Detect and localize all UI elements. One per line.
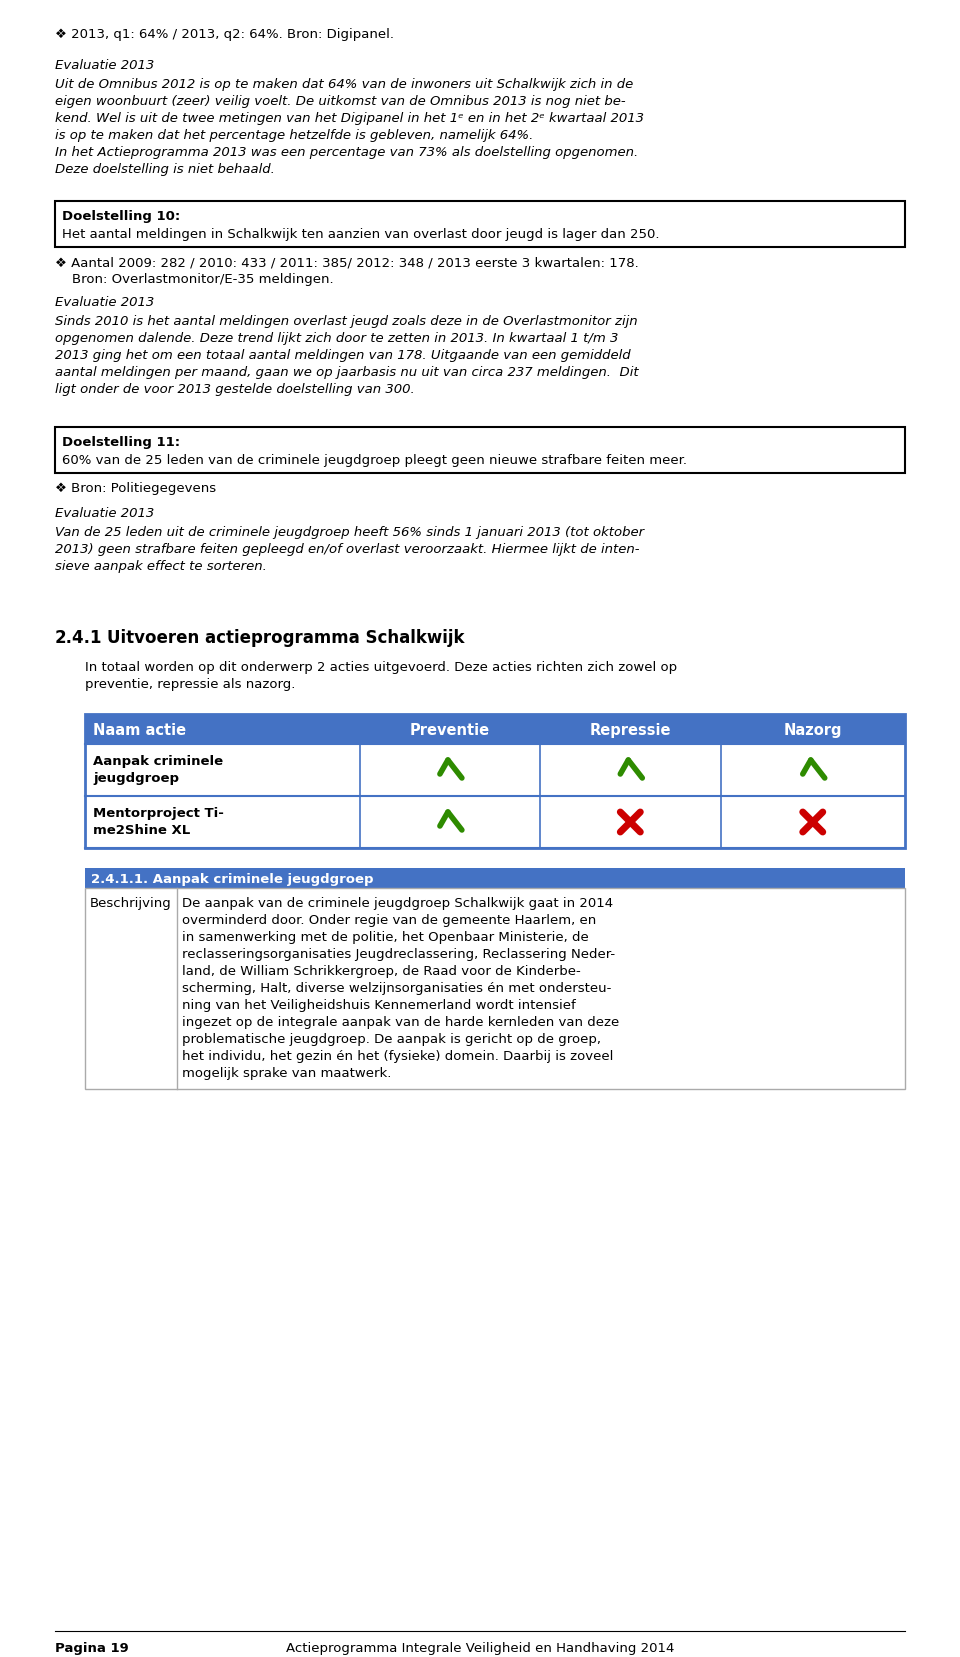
Text: eigen woonbuurt (zeer) veilig voelt. De uitkomst van de Omnibus 2013 is nog niet: eigen woonbuurt (zeer) veilig voelt. De … — [55, 94, 626, 108]
Text: De aanpak van de criminele jeugdgroep Schalkwijk gaat in 2014: De aanpak van de criminele jeugdgroep Sc… — [182, 896, 613, 910]
Bar — [85, 797, 905, 848]
Text: Aanpak criminele: Aanpak criminele — [93, 754, 223, 767]
Text: land, de William Schrikkergroep, de Raad voor de Kinderbe-: land, de William Schrikkergroep, de Raad… — [182, 964, 581, 978]
Text: Nazorg: Nazorg — [783, 722, 842, 737]
Text: overminderd door. Onder regie van de gemeente Haarlem, en: overminderd door. Onder regie van de gem… — [182, 913, 596, 926]
Text: Evaluatie 2013: Evaluatie 2013 — [55, 297, 155, 308]
Text: mogelijk sprake van maatwerk.: mogelijk sprake van maatwerk. — [182, 1067, 392, 1079]
Text: is op te maken dat het percentage hetzelfde is gebleven, namelijk 64%.: is op te maken dat het percentage hetzel… — [55, 129, 534, 143]
Text: ligt onder de voor 2013 gestelde doelstelling van 300.: ligt onder de voor 2013 gestelde doelste… — [55, 383, 415, 396]
Bar — [85, 744, 905, 797]
Text: Bron: Overlastmonitor/E-35 meldingen.: Bron: Overlastmonitor/E-35 meldingen. — [55, 273, 334, 285]
Bar — [85, 888, 905, 1089]
Text: Doelstelling 10:: Doelstelling 10: — [62, 210, 180, 222]
Text: 60% van de 25 leden van de criminele jeugdgroep pleegt geen nieuwe strafbare fei: 60% van de 25 leden van de criminele jeu… — [62, 454, 687, 467]
Text: Uit de Omnibus 2012 is op te maken dat 64% van de inwoners uit Schalkwijk zich i: Uit de Omnibus 2012 is op te maken dat 6… — [55, 78, 634, 91]
Text: in samenwerking met de politie, het Openbaar Ministerie, de: in samenwerking met de politie, het Open… — [182, 931, 588, 943]
Text: 2.4.1.1. Aanpak criminele jeugdgroep: 2.4.1.1. Aanpak criminele jeugdgroep — [91, 873, 373, 885]
Text: het individu, het gezin én het (fysieke) domein. Daarbij is zoveel: het individu, het gezin én het (fysieke)… — [182, 1049, 613, 1062]
Text: ❖ 2013, q1: 64% / 2013, q2: 64%. Bron: Digipanel.: ❖ 2013, q1: 64% / 2013, q2: 64%. Bron: D… — [55, 28, 394, 41]
Text: Evaluatie 2013: Evaluatie 2013 — [55, 60, 155, 71]
Text: 2013) geen strafbare feiten gepleegd en/of overlast veroorzaakt. Hiermee lijkt d: 2013) geen strafbare feiten gepleegd en/… — [55, 543, 639, 555]
Text: jeugdgroep: jeugdgroep — [93, 772, 179, 784]
Bar — [85, 868, 905, 888]
Text: Mentorproject Ti-: Mentorproject Ti- — [93, 807, 224, 820]
Text: Pagina 19: Pagina 19 — [55, 1640, 129, 1654]
Text: ning van het Veiligheidshuis Kennemerland wordt intensief: ning van het Veiligheidshuis Kennemerlan… — [182, 999, 576, 1011]
Text: In het Actieprogramma 2013 was een percentage van 73% als doelstelling opgenomen: In het Actieprogramma 2013 was een perce… — [55, 146, 638, 159]
Bar — [55, 428, 905, 474]
Text: aantal meldingen per maand, gaan we op jaarbasis nu uit van circa 237 meldingen.: aantal meldingen per maand, gaan we op j… — [55, 366, 638, 379]
Text: kend. Wel is uit de twee metingen van het Digipanel in het 1ᵉ en in het 2ᵉ kwart: kend. Wel is uit de twee metingen van he… — [55, 113, 644, 124]
Text: Naam actie: Naam actie — [93, 722, 186, 737]
Text: ❖ Bron: Politiegegevens: ❖ Bron: Politiegegevens — [55, 482, 216, 495]
Text: Beschrijving: Beschrijving — [90, 896, 172, 910]
Text: ❖ Aantal 2009: 282 / 2010: 433 / 2011: 385/ 2012: 348 / 2013 eerste 3 kwartalen:: ❖ Aantal 2009: 282 / 2010: 433 / 2011: 3… — [55, 255, 638, 268]
Text: problematische jeugdgroep. De aanpak is gericht op de groep,: problematische jeugdgroep. De aanpak is … — [182, 1032, 601, 1046]
Text: Deze doelstelling is niet behaald.: Deze doelstelling is niet behaald. — [55, 162, 275, 176]
Text: scherming, Halt, diverse welzijnsorganisaties én met ondersteu-: scherming, Halt, diverse welzijnsorganis… — [182, 981, 612, 994]
Text: Van de 25 leden uit de criminele jeugdgroep heeft 56% sinds 1 januari 2013 (tot : Van de 25 leden uit de criminele jeugdgr… — [55, 525, 644, 539]
Bar — [85, 714, 905, 744]
Text: In totaal worden op dit onderwerp 2 acties uitgevoerd. Deze acties richten zich : In totaal worden op dit onderwerp 2 acti… — [85, 661, 677, 674]
Text: Actieprogramma Integrale Veiligheid en Handhaving 2014: Actieprogramma Integrale Veiligheid en H… — [286, 1640, 674, 1654]
Text: me2Shine XL: me2Shine XL — [93, 824, 190, 837]
Text: Sinds 2010 is het aantal meldingen overlast jeugd zoals deze in de Overlastmonit: Sinds 2010 is het aantal meldingen overl… — [55, 315, 637, 328]
Text: 2.4.1: 2.4.1 — [55, 628, 103, 646]
Text: opgenomen dalende. Deze trend lijkt zich door te zetten in 2013. In kwartaal 1 t: opgenomen dalende. Deze trend lijkt zich… — [55, 331, 618, 345]
Text: Repressie: Repressie — [589, 722, 671, 737]
Text: Uitvoeren actieprogramma Schalkwijk: Uitvoeren actieprogramma Schalkwijk — [107, 628, 465, 646]
Text: preventie, repressie als nazorg.: preventie, repressie als nazorg. — [85, 678, 296, 691]
Text: reclasseringsorganisaties Jeugdreclassering, Reclassering Neder-: reclasseringsorganisaties Jeugdreclasser… — [182, 948, 615, 961]
Text: Evaluatie 2013: Evaluatie 2013 — [55, 507, 155, 520]
Text: sieve aanpak effect te sorteren.: sieve aanpak effect te sorteren. — [55, 560, 267, 573]
Text: 2013 ging het om een totaal aantal meldingen van 178. Uitgaande van een gemiddel: 2013 ging het om een totaal aantal meldi… — [55, 348, 631, 361]
Text: Doelstelling 11:: Doelstelling 11: — [62, 436, 180, 449]
Text: ingezet op de integrale aanpak van de harde kernleden van deze: ingezet op de integrale aanpak van de ha… — [182, 1016, 619, 1029]
Text: Preventie: Preventie — [410, 722, 490, 737]
Bar — [55, 202, 905, 249]
Text: Het aantal meldingen in Schalkwijk ten aanzien van overlast door jeugd is lager : Het aantal meldingen in Schalkwijk ten a… — [62, 229, 660, 240]
Bar — [85, 714, 905, 848]
